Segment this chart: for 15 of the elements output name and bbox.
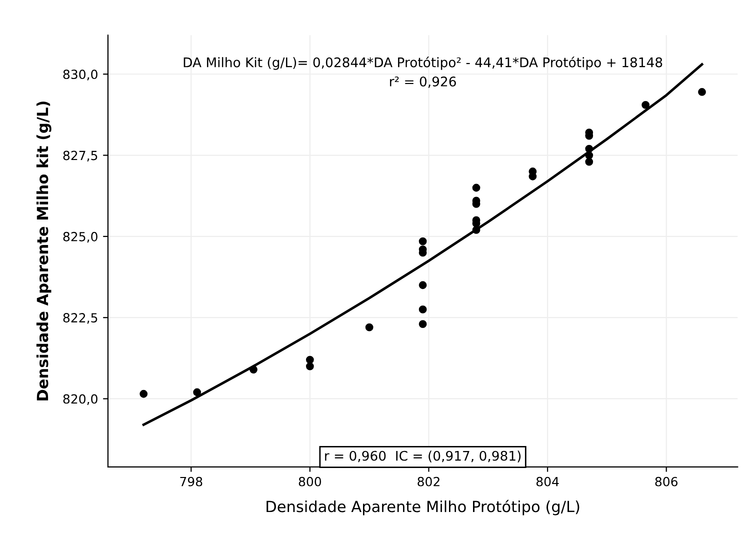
x-axis-title: Densidade Aparente Milho Protótipo (g/L) (266, 500, 580, 516)
annotation: r = 0,960 IC = (0,917, 0,981) (325, 450, 521, 462)
x-tick-label: 800 (298, 476, 322, 486)
x-tick-label: 802 (418, 476, 440, 486)
y-axis-title: Densidade Aparente Milho kit (g/L) (36, 102, 52, 400)
annotation: DA Milho Kit (g/L)= 0,02844*DA Protótipo² - 44,41*DA Protótipo + 18148 (184, 56, 662, 70)
annotation: r² = 0,926 (390, 76, 456, 88)
x-tick-label: 798 (180, 476, 202, 486)
x-tick-label: 806 (655, 476, 678, 486)
x-tick-label: 804 (536, 476, 559, 486)
y-tick-label: 820,0 (63, 394, 98, 405)
y-tick-label: 830,0 (63, 70, 98, 80)
y-tick-label: 825,0 (63, 232, 98, 243)
y-tick-label: 822,5 (63, 313, 98, 324)
y-tick-label: 827,5 (63, 150, 98, 162)
